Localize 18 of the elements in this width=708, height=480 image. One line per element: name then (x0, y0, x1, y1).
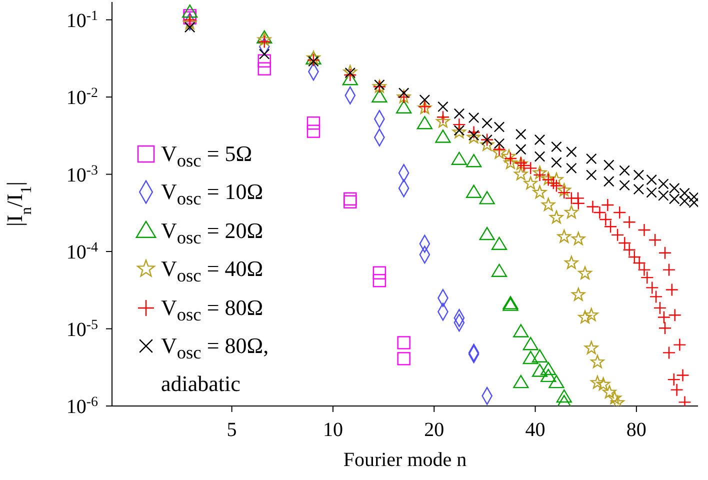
y-tick-label: 10$^{-2}$ (66, 86, 98, 110)
y-tick-label: 10$^{-6}$ (66, 394, 98, 418)
legend-label: V$_{osc}$ = 20Ω (161, 216, 264, 250)
legend-label: V$_{osc}$ = 5Ω (161, 140, 252, 172)
y-tick-label: 10$^{-4}$ (66, 240, 98, 264)
y-tick-label: 10$^{-5}$ (66, 317, 98, 341)
y-tick-label: 10$^{-3}$ (66, 162, 98, 186)
legend-label: V$_{osc}$ = 40Ω (161, 255, 264, 288)
legend-label: V$_{osc}$ = 80Ω (161, 294, 264, 326)
legend-label: V$_{osc}$ = 10Ω (161, 178, 264, 211)
x-tick-label: 5 (226, 419, 237, 441)
x-tick-label: 10 (322, 419, 343, 441)
legend-label: V$_{osc}$ = 80Ω, adiabatic (161, 332, 270, 398)
x-tick-label: 80 (626, 419, 646, 441)
y-tick-label: 10$^{-1}$ (66, 8, 98, 32)
x-tick-label: 40 (525, 419, 546, 441)
x-axis-title: Fourier mode n (343, 449, 467, 471)
x-tick-label: 20 (424, 419, 444, 441)
